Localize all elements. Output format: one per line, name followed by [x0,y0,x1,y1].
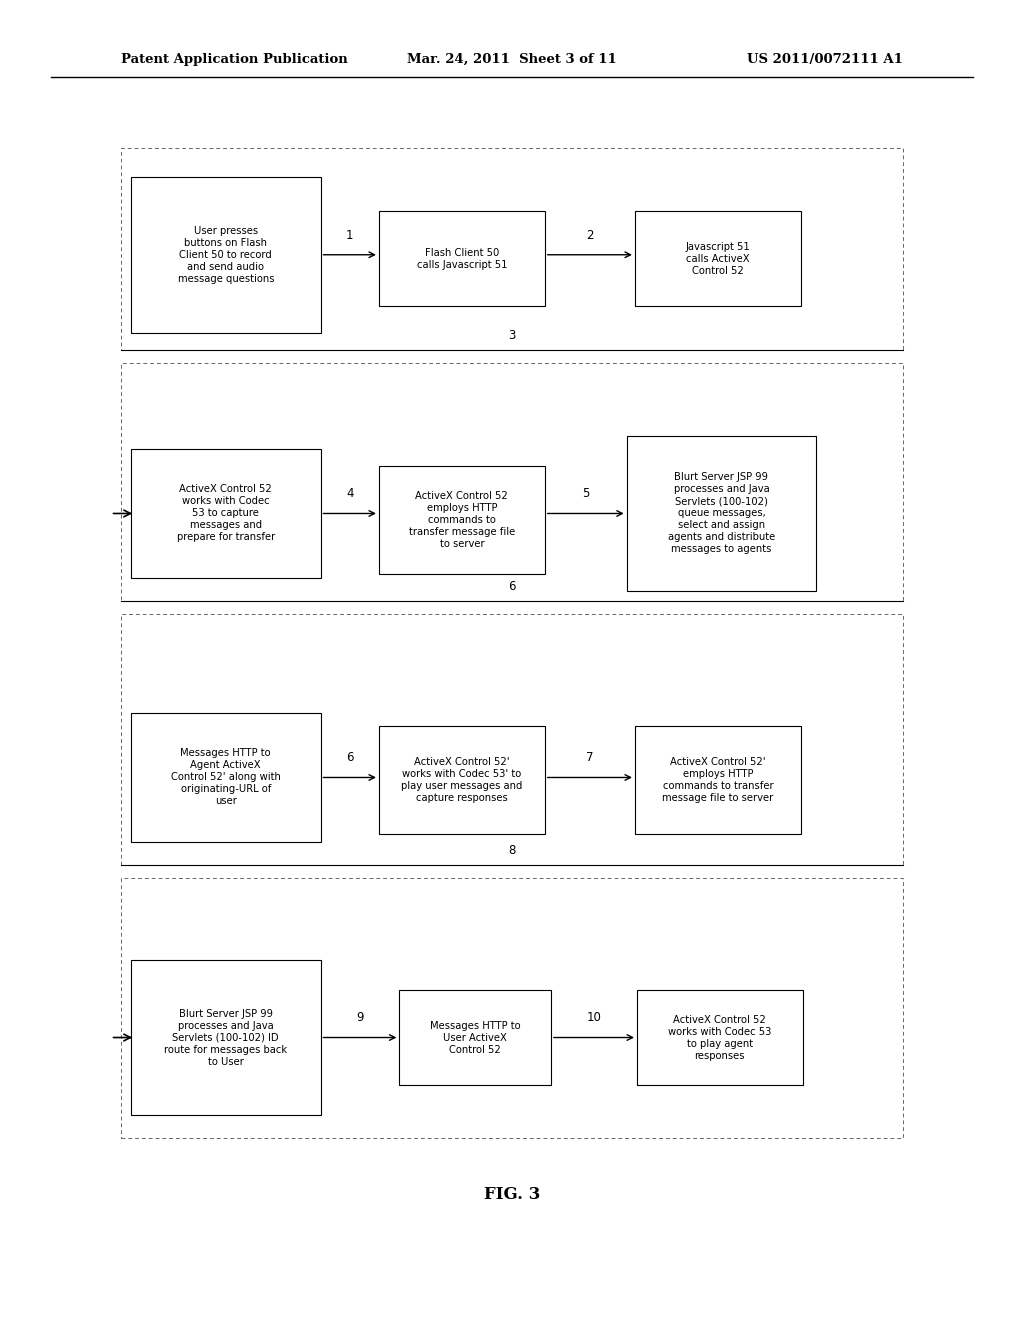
Text: US 2011/0072111 A1: US 2011/0072111 A1 [748,53,903,66]
Bar [635,211,801,306]
Text: 8: 8 [508,843,516,857]
Text: Messages HTTP to
Agent ActiveX
Control 52' along with
originating-URL of
user: Messages HTTP to Agent ActiveX Control 5… [171,748,281,807]
Text: 9: 9 [356,1011,364,1024]
Bar [131,960,321,1115]
Text: 10: 10 [587,1011,601,1024]
Text: FIG. 3: FIG. 3 [483,1187,541,1203]
Bar [121,878,903,1138]
Text: Blurt Server JSP 99
processes and Java
Servlets (100-102) ID
route for messages : Blurt Server JSP 99 processes and Java S… [164,1008,288,1067]
Text: 7: 7 [586,751,594,764]
Bar [121,614,903,865]
Text: 2: 2 [586,228,594,242]
Bar [379,211,545,306]
Bar [637,990,803,1085]
Text: ActiveX Control 52
employs HTTP
commands to
transfer message file
to server: ActiveX Control 52 employs HTTP commands… [409,491,515,549]
Text: 5: 5 [582,487,590,500]
Text: 3: 3 [508,329,516,342]
Bar [131,177,321,333]
Bar [379,726,545,834]
Bar [399,990,551,1085]
Text: Messages HTTP to
User ActiveX
Control 52: Messages HTTP to User ActiveX Control 52 [430,1020,520,1055]
Bar [121,363,903,601]
Text: Blurt Server JSP 99
processes and Java
Servlets (100-102)
queue messages,
select: Blurt Server JSP 99 processes and Java S… [668,473,775,554]
Text: Patent Application Publication: Patent Application Publication [121,53,347,66]
Text: User presses
buttons on Flash
Client 50 to record
and send audio
message questio: User presses buttons on Flash Client 50 … [177,226,274,284]
Text: ActiveX Control 52
works with Codec
53 to capture
messages and
prepare for trans: ActiveX Control 52 works with Codec 53 t… [177,484,274,543]
Text: ActiveX Control 52'
works with Codec 53' to
play user messages and
capture respo: ActiveX Control 52' works with Codec 53'… [401,758,522,803]
Text: Flash Client 50
calls Javascript 51: Flash Client 50 calls Javascript 51 [417,248,507,269]
Bar [379,466,545,574]
Text: 4: 4 [346,487,353,500]
Text: Mar. 24, 2011  Sheet 3 of 11: Mar. 24, 2011 Sheet 3 of 11 [408,53,616,66]
Text: 6: 6 [346,751,353,764]
Bar [121,148,903,350]
Bar [131,713,321,842]
Bar [635,726,801,834]
Bar [627,436,816,591]
Bar [131,449,321,578]
Text: 1: 1 [346,228,353,242]
Text: ActiveX Control 52'
employs HTTP
commands to transfer
message file to server: ActiveX Control 52' employs HTTP command… [663,758,773,803]
Text: ActiveX Control 52
works with Codec 53
to play agent
responses: ActiveX Control 52 works with Codec 53 t… [669,1015,771,1060]
Text: 6: 6 [508,579,516,593]
Text: Javascript 51
calls ActiveX
Control 52: Javascript 51 calls ActiveX Control 52 [685,242,751,276]
